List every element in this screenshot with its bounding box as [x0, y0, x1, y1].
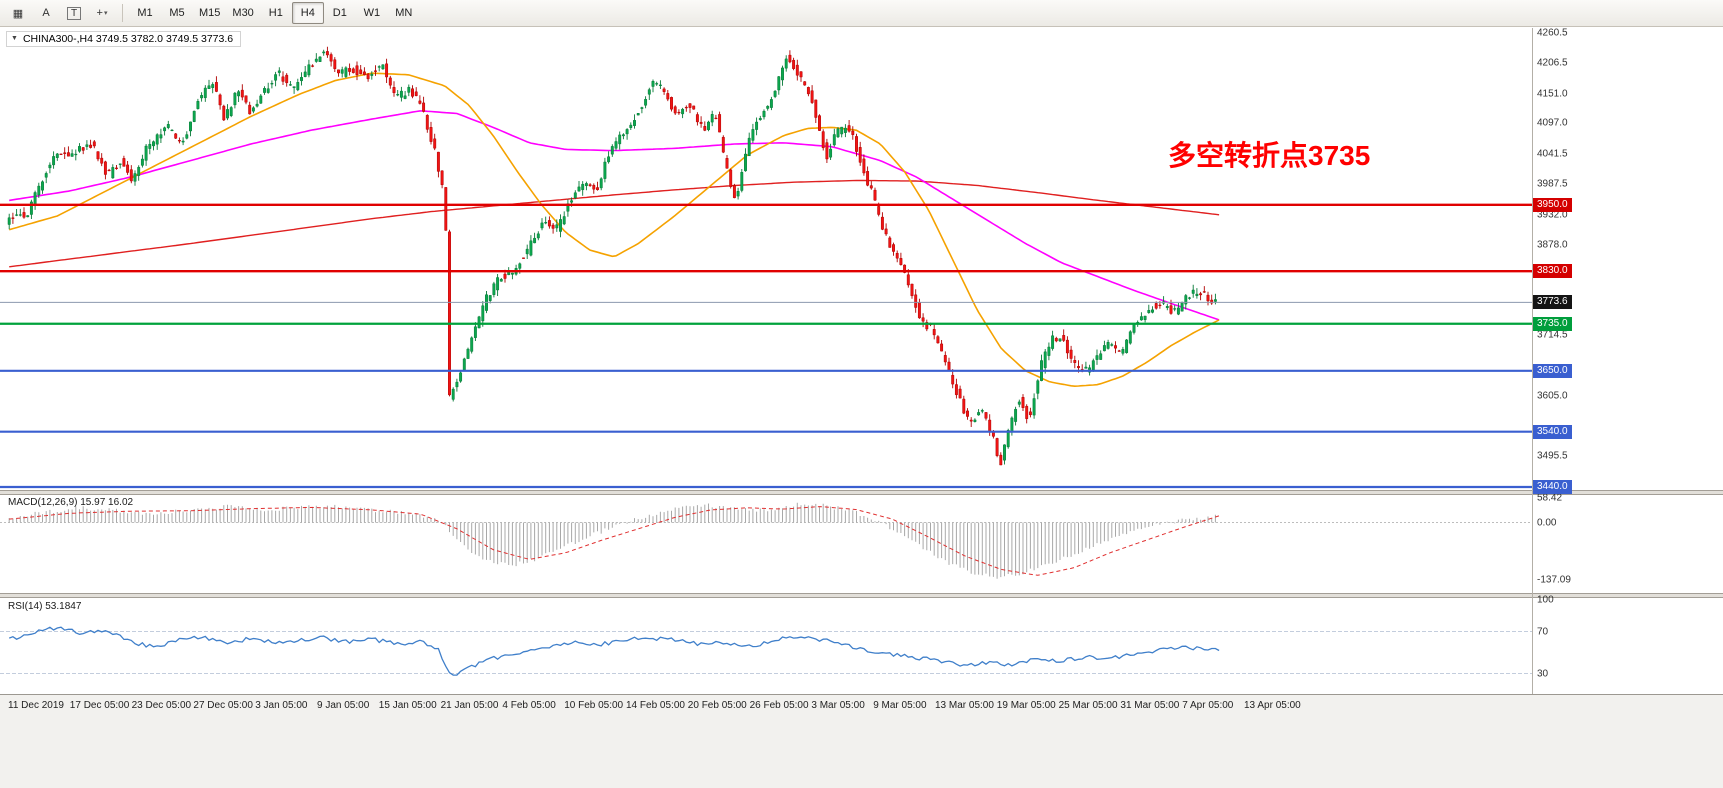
- charts-grid-icon[interactable]: ▦: [4, 2, 32, 24]
- time-axis-label: 13 Apr 05:00: [1244, 700, 1301, 711]
- price-tag-3830.0: 3830.0: [1533, 264, 1572, 279]
- price-scale-label: 3932.0: [1537, 209, 1568, 221]
- price-scale-label: 3714.5: [1537, 329, 1568, 341]
- bear-bodies: [11, 51, 1214, 466]
- time-axis-label: 17 Dec 05:00: [69, 700, 130, 711]
- crosshair-tool-icon[interactable]: + ▾: [88, 2, 116, 24]
- price-scale-label: 3605.0: [1537, 390, 1568, 402]
- time-axis-label: 10 Feb 05:00: [564, 700, 624, 711]
- timeframe-button-m30[interactable]: M30: [232, 7, 254, 19]
- macd-scale-label: 0.00: [1537, 517, 1557, 528]
- cursor-tool-icon[interactable]: A: [32, 2, 60, 24]
- bull-bodies: [7, 51, 1217, 461]
- rsi-scale-label: 70: [1537, 626, 1549, 637]
- annotation-text: 多空转折点3735: [1168, 140, 1371, 171]
- ma-fast-orange-line: [8, 72, 1220, 388]
- toolbar: ▦ A T + ▾ M1 M5 M15 M30 H1 H4 D1 W1 MN: [0, 0, 1723, 27]
- time-axis-label: 19 Mar 05:00: [996, 700, 1056, 711]
- chart-symbol-header[interactable]: ▼ CHINA300-,H4 3749.5 3782.0 3749.5 3773…: [6, 31, 242, 47]
- time-axis-label: 26 Feb 05:00: [749, 700, 809, 711]
- timeframe-button-d1[interactable]: D1: [332, 7, 347, 19]
- timeframe-button-m5[interactable]: M5: [169, 7, 185, 19]
- time-axis-label: 7 Apr 05:00: [1182, 700, 1234, 711]
- text-tool-icon[interactable]: T: [60, 2, 88, 24]
- tool-icons-group: ▦ A T + ▾: [4, 2, 116, 24]
- rsi-indicator-label: RSI(14) 53.1847: [8, 601, 82, 612]
- ma-mid-magenta-line: [9, 110, 1220, 321]
- macd-scale-label: -137.09: [1537, 574, 1571, 586]
- time-axis-label: 13 Mar 05:00: [935, 700, 994, 711]
- time-axis-label: 23 Dec 05:00: [131, 700, 192, 711]
- price-tag-3540.0: 3540.0: [1533, 424, 1572, 439]
- price-scale-label: 3878.0: [1537, 239, 1568, 251]
- time-axis-label: 9 Mar 05:00: [873, 700, 927, 711]
- macd-indicator-label: MACD(12,26,9) 15.97 16.02: [8, 497, 134, 508]
- price-scale-label: 4260.5: [1537, 27, 1568, 39]
- price-tag-3950.0: 3950.0: [1533, 197, 1572, 212]
- chart-dropdown-icon[interactable]: ▼: [11, 35, 18, 42]
- time-axis-label: 11 Dec 2019: [8, 700, 64, 711]
- time-axis-label: 31 Mar 05:00: [1120, 700, 1180, 711]
- time-axis-label: 20 Feb 05:00: [687, 700, 747, 711]
- crosshair-tool-icon-glyph: +: [96, 7, 103, 19]
- time-axis-label: 3 Jan 05:00: [255, 700, 308, 711]
- toolbar-separator: [122, 4, 123, 22]
- time-axis-label: 4 Feb 05:00: [502, 700, 556, 711]
- price-tag-3650.0: 3650.0: [1533, 363, 1572, 378]
- price-scale-label: 4041.5: [1537, 148, 1568, 160]
- timeframe-button-w1[interactable]: W1: [363, 7, 381, 19]
- ma-slow-red-line: [9, 179, 1220, 268]
- text-tool-icon-glyph: T: [66, 6, 82, 20]
- price-tag-3735.0: 3735.0: [1533, 316, 1572, 331]
- timeframe-button-h1[interactable]: H1: [268, 7, 283, 19]
- time-axis-label: 9 Jan 05:00: [317, 700, 370, 711]
- cursor-tool-icon-glyph: A: [42, 7, 50, 19]
- dropdown-caret-icon[interactable]: ▾: [103, 10, 108, 17]
- price-tag-3773.6: 3773.6: [1533, 295, 1572, 310]
- price-scale-label: 3987.5: [1537, 178, 1568, 190]
- price-tag-3440.0: 3440.0: [1533, 480, 1572, 494]
- time-axis-label: 27 Dec 05:00: [193, 700, 253, 711]
- timeframe-button-m15[interactable]: M15: [199, 7, 221, 19]
- rsi-scale-label: 100: [1537, 594, 1554, 606]
- timeframe-button-h4[interactable]: H4: [291, 2, 324, 24]
- price-scale-label: 3495.5: [1537, 450, 1568, 462]
- chart-title-text: CHINA300-,H4 3749.5 3782.0 3749.5 3773.6: [22, 33, 234, 45]
- time-axis-label: 3 Mar 05:00: [811, 700, 865, 711]
- timeframe-button-m1[interactable]: M1: [137, 7, 153, 19]
- time-axis-label: 25 Mar 05:00: [1058, 700, 1118, 711]
- rsi-scale-label: 30: [1537, 668, 1549, 679]
- price-scale-label: 4097.0: [1537, 117, 1568, 129]
- time-axis-label: 14 Feb 05:00: [626, 700, 685, 711]
- timeframe-button-mn[interactable]: MN: [395, 7, 413, 19]
- macd-scale-label: 58.42: [1537, 492, 1563, 504]
- macd-histogram: [8, 502, 1216, 579]
- macd-signal-line: [9, 506, 1220, 576]
- timeframe-group: M1 M5 M15 M30 H1 H4 D1 W1 MN: [129, 2, 420, 24]
- price-scale-label: 4206.5: [1537, 57, 1568, 69]
- charts-grid-icon-glyph: ▦: [12, 7, 24, 20]
- rsi-line: [8, 626, 1220, 676]
- price-scale-label: 4151.0: [1537, 88, 1568, 100]
- time-axis-label: 15 Jan 05:00: [378, 700, 437, 711]
- time-axis-label: 21 Jan 05:00: [440, 700, 499, 711]
